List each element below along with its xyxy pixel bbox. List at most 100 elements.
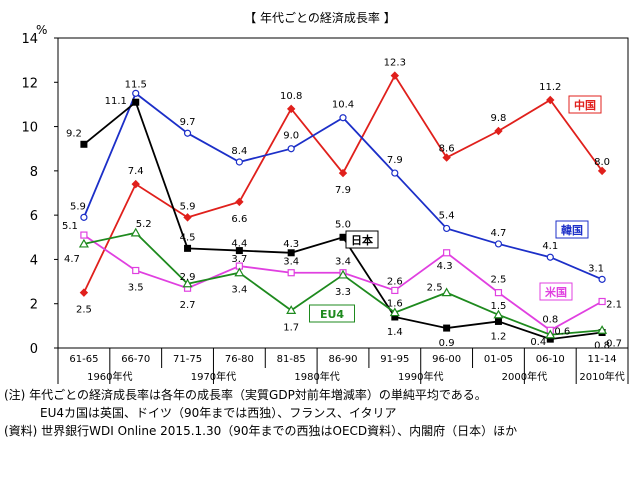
- series-1-label-10: 3.1: [588, 263, 604, 274]
- series-4-point-9: [545, 329, 556, 339]
- series-3-label-3: 3.7: [231, 254, 247, 265]
- x-tick-label-2: 71-75: [173, 354, 202, 365]
- chart-title: 【 年代ごとの経済成長率 】: [244, 10, 396, 25]
- series-0-label-6: 12.3: [384, 58, 406, 69]
- series-2-point-8: [494, 317, 502, 325]
- series-1-point-9: [546, 253, 554, 261]
- series-0-point-2: [183, 213, 192, 222]
- series-1-point-1: [132, 89, 140, 97]
- series-3-point-7: [443, 249, 451, 257]
- y-tick-label-2: 4: [30, 253, 38, 268]
- series-0-label-8: 9.8: [491, 113, 507, 124]
- series-4-point-6: [389, 307, 400, 317]
- series-1-point-2: [183, 129, 192, 137]
- series-1-point-5: [339, 114, 347, 122]
- series-0-point-4: [286, 104, 296, 114]
- series-2-label-7: 0.9: [439, 338, 455, 349]
- x-tick-label-5: 86-90: [328, 354, 357, 365]
- series-0-point-5: [338, 168, 348, 178]
- series-0-label-2: 5.9: [180, 201, 196, 212]
- series-4-label-0: 4.7: [64, 254, 80, 265]
- series-1-label-1: 11.5: [125, 79, 147, 90]
- series-1-label-2: 9.7: [180, 117, 196, 128]
- series-0-point-3: [235, 197, 244, 207]
- series-2-label-4: 4.3: [283, 239, 299, 250]
- decade-label-5: 2010年代: [579, 370, 624, 383]
- series-3-label-7: 4.3: [437, 261, 453, 272]
- series-0-point-7: [442, 153, 451, 162]
- series-2-label-8: 1.2: [491, 331, 507, 342]
- series-0-point-9: [546, 95, 555, 105]
- decade-label-1: 1970年代: [191, 370, 236, 383]
- series-2-label-2: 4.5: [180, 232, 196, 243]
- series-3-label-10: 2.1: [606, 300, 622, 311]
- series-tag-2: 日本: [351, 233, 373, 247]
- series-tag-3: 米国: [544, 285, 567, 299]
- series-0-point-6: [390, 71, 400, 80]
- series-tag-box-0: [568, 95, 602, 114]
- series-4-label-3: 3.4: [231, 285, 247, 296]
- series-tag-box-1: [555, 220, 589, 239]
- y-tick-label-1: 2: [30, 298, 38, 313]
- series-1-point-6: [391, 169, 399, 177]
- series-3-label-2: 2.7: [180, 300, 196, 311]
- decade-label-3: 1990年代: [398, 370, 443, 383]
- series-0-label-4: 10.8: [280, 91, 302, 102]
- series-4-point-5: [337, 269, 349, 279]
- series-4-point-4: [286, 305, 297, 314]
- series-1-point-3: [235, 158, 243, 166]
- series-1-label-3: 8.4: [231, 146, 247, 157]
- x-tick-label-1: 66-70: [121, 354, 150, 365]
- series-2-point-7: [443, 324, 451, 332]
- series-3-label-6: 2.6: [387, 276, 403, 287]
- y-unit: %: [36, 23, 47, 37]
- series-4-label-2: 2.9: [180, 272, 196, 283]
- growth-rate-chart: 【 年代ごとの経済成長率 】% 0 2 4 6 8 10 12 14 61-65 66-70 71-7…: [21, 10, 629, 384]
- series-0-label-5: 7.9: [335, 185, 351, 196]
- series-2-point-9: [546, 335, 554, 343]
- x-tick-label-8: 01-05: [484, 354, 513, 365]
- x-tick-label-9: 06-10: [536, 354, 565, 365]
- series-1-point-0: [80, 213, 88, 221]
- series-4-point-1: [130, 227, 141, 237]
- x-tick-label-10: 11-14: [588, 354, 617, 365]
- series-3-label-0: 5.1: [62, 221, 78, 232]
- series-1-point-4: [287, 145, 295, 153]
- series-tag-4: EU4: [320, 308, 344, 321]
- x-tick-label-0: 61-65: [69, 354, 98, 365]
- y-tick-label-7: 14: [21, 32, 38, 47]
- decade-label-2: 1980年代: [294, 370, 339, 383]
- series-3-point-10: [598, 297, 606, 306]
- series-1-point-10: [598, 275, 606, 283]
- series-3-label-4: 3.4: [283, 257, 299, 268]
- series-0-label-9: 11.2: [539, 82, 561, 93]
- series-4-label-9: 0.6: [554, 327, 570, 338]
- note-definition: (注) 年代ごとの経済成長率は各年の成長率（実質GDP対前年増減率）の単純平均で…: [4, 388, 487, 402]
- series-4-point-3: [234, 267, 245, 277]
- plot-frame: [57, 37, 629, 349]
- series-4-point-2: [182, 278, 193, 288]
- series-3-label-1: 3.5: [128, 283, 144, 294]
- series-3-point-1: [132, 266, 140, 275]
- x-tick-label-4: 81-85: [277, 354, 306, 365]
- y-tick-label-5: 10: [21, 121, 38, 136]
- series-2-point-2: [184, 244, 192, 252]
- series-2-point-6: [391, 313, 399, 321]
- series-3-point-4: [287, 269, 295, 277]
- series-tag-box-2: [345, 230, 379, 249]
- series-tag-0: 中国: [574, 98, 596, 112]
- series-1-label-0: 5.9: [70, 201, 86, 212]
- series-2-label-3: 4.4: [231, 239, 247, 250]
- note-source: (資料) 世界銀行WDI Online 2015.1.30（90年までの西独はO…: [4, 424, 518, 438]
- series-3-point-8: [494, 289, 503, 297]
- series-4-point-7: [441, 287, 452, 297]
- series-2-point-5: [339, 233, 347, 241]
- series-1-point-7: [443, 224, 451, 233]
- series-0-label-7: 8.6: [439, 144, 455, 155]
- x-tick-label-3: 76-80: [225, 354, 254, 365]
- series-1-label-7: 5.4: [439, 210, 455, 221]
- series-4-label-6: 1.6: [387, 299, 403, 310]
- series-0-label-0: 2.5: [76, 305, 92, 316]
- series-2-label-1: 11.1: [105, 96, 127, 107]
- series-4-label-8: 1.5: [491, 301, 507, 312]
